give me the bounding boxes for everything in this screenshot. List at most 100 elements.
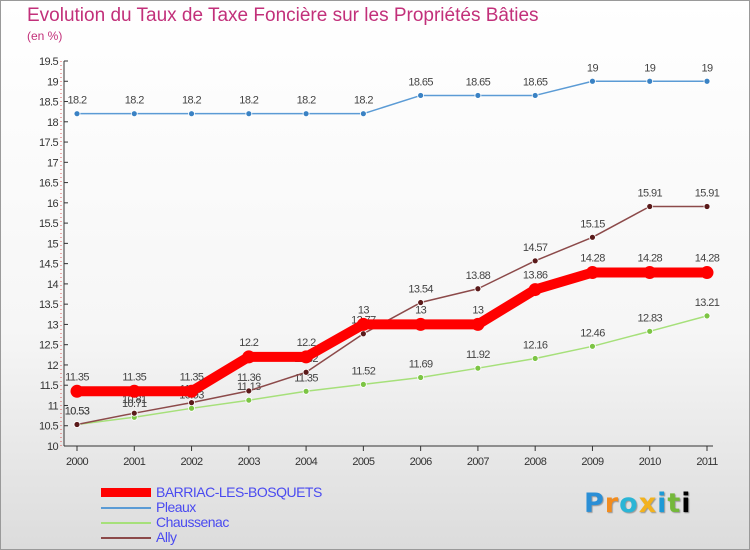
data-label: 14.57 — [523, 242, 548, 254]
legend-item: Pleaux — [101, 500, 322, 515]
x-tick-label: 2003 — [238, 456, 261, 468]
x-tick-label: 2005 — [352, 456, 375, 468]
data-point — [589, 342, 596, 350]
legend-label: BARRIAC-LES-BOSQUETS — [156, 484, 322, 500]
x-tick-label: 2004 — [295, 456, 318, 468]
data-point — [302, 110, 310, 118]
y-tick-label: 12.5 — [39, 340, 58, 352]
logo-letter: i — [657, 488, 668, 519]
data-label: 10.81 — [122, 394, 147, 406]
data-label: 18.2 — [182, 95, 201, 107]
y-tick-label: 18.5 — [39, 97, 58, 109]
data-point — [531, 257, 539, 265]
data-label: 12.16 — [523, 339, 548, 351]
data-label: 19 — [701, 62, 713, 74]
series-chaussenac: 10.5310.7110.9311.1311.3511.5211.6911.92… — [65, 297, 720, 428]
data-point — [245, 396, 253, 404]
y-tick-label: 17 — [47, 157, 59, 169]
data-point — [359, 380, 367, 388]
x-tick-label: 2001 — [123, 456, 146, 468]
data-label: 13 — [472, 304, 484, 316]
series-line — [76, 315, 708, 426]
data-label: 14.28 — [580, 253, 605, 265]
x-tick-label: 2010 — [639, 456, 662, 468]
data-point — [359, 330, 367, 338]
data-label: 18.2 — [125, 95, 144, 107]
data-point — [646, 77, 654, 85]
data-point — [531, 92, 539, 99]
legend-swatch — [101, 536, 151, 539]
y-tick-label: 13.5 — [39, 299, 58, 311]
data-label: 18.2 — [297, 95, 316, 107]
legend-swatch — [101, 488, 151, 497]
data-point — [474, 364, 482, 372]
chart-title: Evolution du Taux de Taxe Foncière sur l… — [27, 5, 539, 26]
data-label: 12.83 — [637, 312, 662, 324]
data-label: 12.2 — [239, 337, 258, 349]
series-ally: 10.5310.8111.0711.3611.8212.7713.5413.88… — [65, 187, 720, 428]
data-point — [703, 203, 711, 210]
data-point — [359, 110, 367, 118]
y-tick-label: 13 — [47, 319, 59, 331]
logo-letter: r — [604, 488, 620, 519]
y-tick-label: 15 — [47, 238, 59, 250]
data-label: 11.13 — [237, 381, 261, 393]
data-label: 11.35 — [65, 371, 89, 383]
data-point — [528, 283, 542, 297]
data-point — [188, 404, 195, 412]
logo-letter: t — [667, 488, 682, 519]
data-label: 13.21 — [695, 297, 720, 309]
legend-label: Ally — [156, 529, 177, 545]
data-point — [585, 266, 599, 280]
data-point — [703, 77, 711, 85]
data-label: 18.2 — [354, 95, 373, 107]
data-point — [73, 110, 81, 118]
series-line — [76, 205, 707, 426]
data-point — [589, 77, 596, 85]
data-point — [474, 92, 482, 99]
y-unit-label: (en %) — [27, 29, 63, 43]
data-point — [703, 312, 711, 320]
data-label: 18.65 — [523, 76, 548, 88]
data-label: 14.28 — [637, 253, 662, 265]
data-label: 11.35 — [180, 371, 204, 383]
data-label: 18.65 — [408, 76, 433, 88]
data-point — [646, 203, 654, 210]
legend-item: Ally — [101, 530, 322, 545]
x-tick-label: 2007 — [467, 456, 490, 468]
series-line — [77, 267, 707, 397]
data-label: 13.86 — [523, 270, 548, 282]
y-tick-label: 14 — [47, 279, 59, 291]
data-label: 10.53 — [65, 406, 90, 418]
y-tick-label: 19 — [47, 76, 59, 88]
data-point — [471, 317, 485, 331]
data-label: 11.35 — [122, 371, 146, 383]
x-tick-label: 2008 — [524, 456, 547, 468]
data-point — [417, 299, 425, 306]
y-tick-label: 18 — [47, 117, 59, 129]
x-tick-label: 2006 — [410, 456, 433, 468]
data-label: 13 — [415, 304, 427, 316]
data-point — [188, 110, 195, 118]
series-pleaux: 18.2 18.2 18.2 18.2 18.2 18.2 18.65 18.65 18.65 1… — [67, 62, 714, 118]
data-point — [643, 266, 657, 280]
data-point — [356, 317, 370, 331]
data-point — [417, 92, 425, 99]
data-point — [130, 110, 138, 118]
data-label: 11.92 — [466, 349, 490, 361]
data-label: 12.2 — [297, 337, 316, 349]
x-tick-label: 2009 — [581, 456, 604, 468]
data-label: 14.28 — [695, 253, 720, 265]
data-label: 12.46 — [580, 327, 605, 339]
y-tick-label: 10 — [47, 441, 59, 453]
logo-letter: o — [619, 488, 639, 519]
data-point — [589, 233, 596, 241]
data-point — [127, 384, 141, 398]
data-label: 15.91 — [695, 187, 720, 199]
y-tick-label: 16.5 — [39, 178, 58, 190]
logo-letter: x — [638, 488, 658, 519]
data-point — [531, 355, 539, 362]
legend-label: Pleaux — [156, 499, 196, 515]
data-point — [646, 327, 654, 335]
